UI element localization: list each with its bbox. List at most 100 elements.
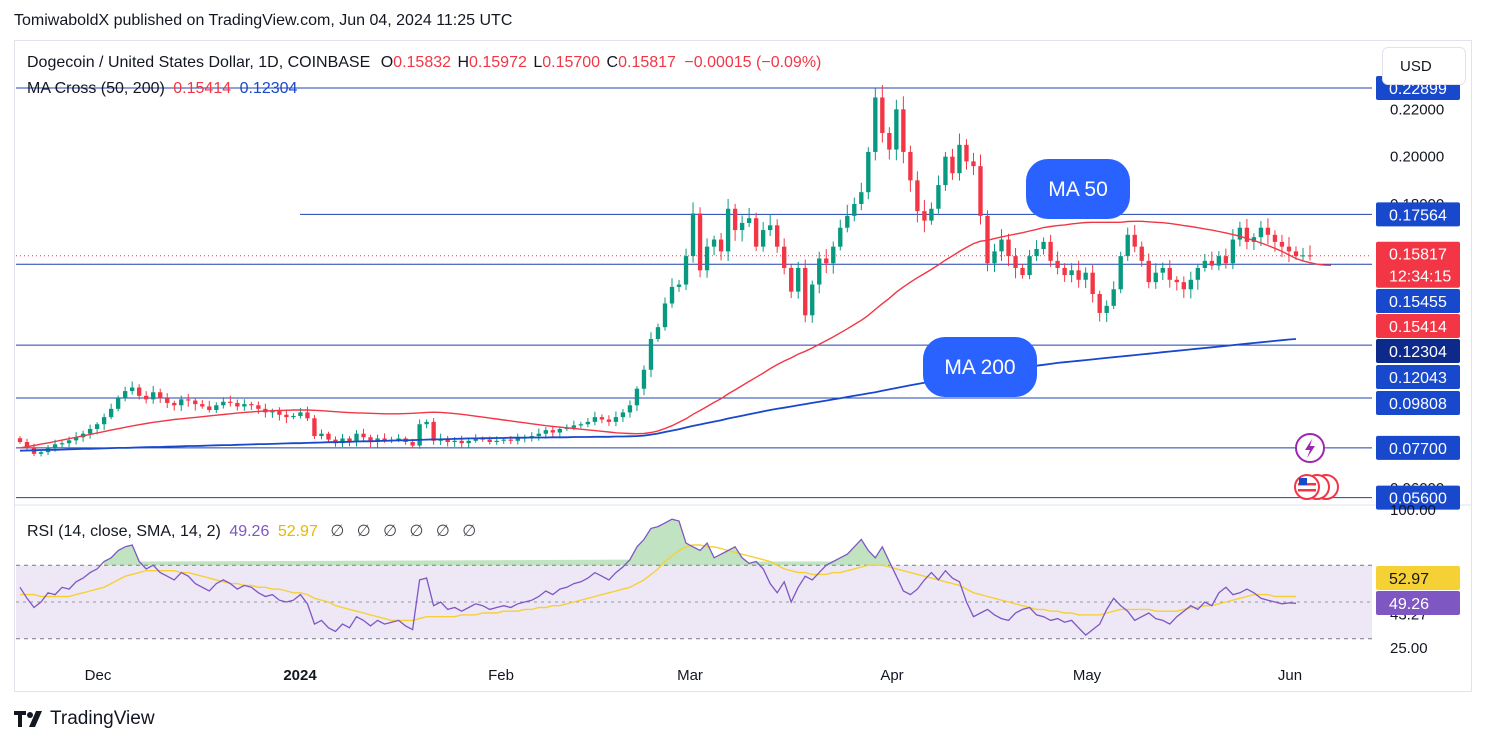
candle-body — [410, 441, 415, 446]
price-badge-9 — [1376, 485, 1460, 510]
x-tick-label-1: 2024 — [283, 667, 317, 684]
open-label: O — [380, 54, 394, 71]
candle-body — [228, 401, 233, 403]
candle-body — [838, 227, 843, 247]
price-badge-6 — [1376, 365, 1460, 389]
candle-body — [866, 151, 871, 193]
candle-body — [817, 258, 822, 285]
price-badge-label-9: 0.05600 — [1389, 491, 1447, 508]
candle-body — [978, 166, 983, 216]
candle-body — [1083, 272, 1088, 280]
candle-body — [24, 441, 30, 448]
candle-body — [1090, 272, 1095, 294]
low-value: 0.15700 — [542, 54, 601, 71]
price-badge-sublabel-2: 12:34:15 — [1389, 269, 1451, 286]
footer-logo[interactable]: TradingView — [14, 708, 155, 730]
candle-body — [1041, 241, 1046, 250]
price-badge-label-1: 0.17564 — [1389, 207, 1447, 224]
candle-body — [760, 230, 766, 247]
candle-body — [725, 208, 731, 252]
price-badge-label-4: 0.15414 — [1389, 319, 1447, 336]
symbol-name: Dogecoin / United States Dollar, 1D, COI… — [27, 54, 371, 71]
candle-body — [165, 398, 170, 403]
rsi-legend: RSI (14, close, SMA, 14, 2) 49.26 52.97 … — [27, 521, 476, 541]
candle-body — [578, 424, 584, 426]
ma-cross-legend: MA Cross (50, 200) 0.15414 0.12304 — [27, 80, 297, 98]
candle-body — [732, 208, 738, 231]
x-tick-label-4: Apr — [880, 667, 903, 684]
candle-body — [592, 417, 598, 422]
candle-body — [270, 411, 275, 413]
rsi-empty-2: ∅ — [356, 523, 371, 540]
candle-body — [1258, 227, 1264, 238]
candle-body — [894, 109, 899, 150]
candle-body — [957, 144, 962, 174]
price-badge-label-2: 0.15817 — [1389, 247, 1447, 264]
tradingview-logo-icon — [14, 711, 42, 727]
candle-body — [1272, 234, 1278, 242]
candle-body — [810, 284, 815, 316]
candle-body — [859, 192, 864, 205]
currency-button[interactable]: USD — [1382, 47, 1466, 85]
candle-body — [690, 213, 696, 257]
candle-body — [17, 438, 23, 442]
candle-body — [326, 433, 331, 440]
candle-body — [873, 97, 878, 152]
candle-body — [382, 438, 387, 441]
rsi-sma-value: 52.97 — [277, 523, 318, 540]
candle-body — [1300, 255, 1306, 257]
us-flag-canton — [1299, 478, 1307, 485]
candle-body — [235, 402, 240, 407]
candle-body — [1013, 256, 1018, 268]
candle-body — [396, 438, 401, 440]
ma50-value: 0.15414 — [173, 80, 232, 97]
candle-body — [1209, 260, 1215, 266]
price-tick-label-0: 0.22000 — [1390, 101, 1444, 118]
candle-body — [1048, 241, 1053, 261]
candle-body — [606, 419, 612, 422]
candle-body — [137, 387, 142, 396]
candles — [17, 85, 1313, 457]
ma200-line — [19, 338, 1297, 452]
rsi-empty-3: ∅ — [383, 523, 398, 540]
candle-body — [775, 225, 780, 247]
candle-body — [1062, 267, 1067, 276]
candle-body — [697, 213, 703, 271]
candle-body — [753, 218, 759, 247]
candle-body — [249, 404, 254, 406]
candle-body — [620, 412, 626, 418]
candle-body — [200, 404, 205, 407]
candle-body — [459, 440, 464, 444]
rsi-badge-1 — [1376, 591, 1460, 615]
candle-body — [1097, 294, 1102, 313]
candle-body — [508, 439, 513, 441]
candle-body — [585, 421, 591, 425]
candle-body — [207, 406, 212, 411]
candle-body — [922, 211, 927, 221]
candle-body — [115, 398, 121, 409]
candle-body — [1223, 256, 1229, 264]
candle-body — [852, 204, 857, 216]
candle-body — [94, 424, 100, 429]
candle-body — [915, 180, 920, 212]
price-badge-label-5: 0.12304 — [1389, 344, 1447, 361]
rsi-line — [19, 518, 1297, 636]
candle-body — [739, 222, 745, 231]
candle-body — [452, 440, 457, 442]
candle-body — [536, 433, 541, 437]
candle-body — [368, 437, 373, 442]
price-badge-label-6: 0.12043 — [1389, 370, 1447, 387]
x-tick-label-2: Feb — [488, 667, 514, 684]
candle-body — [1111, 289, 1116, 306]
candle-body — [557, 428, 563, 433]
candle-body — [929, 208, 934, 221]
candle-body — [487, 439, 492, 442]
candle-body — [950, 156, 955, 174]
candle-body — [655, 327, 661, 339]
chart-frame — [14, 40, 1472, 692]
candle-body — [1286, 246, 1292, 252]
candle-body — [108, 408, 114, 418]
candle-body — [992, 251, 997, 264]
candle-body — [1237, 227, 1243, 240]
